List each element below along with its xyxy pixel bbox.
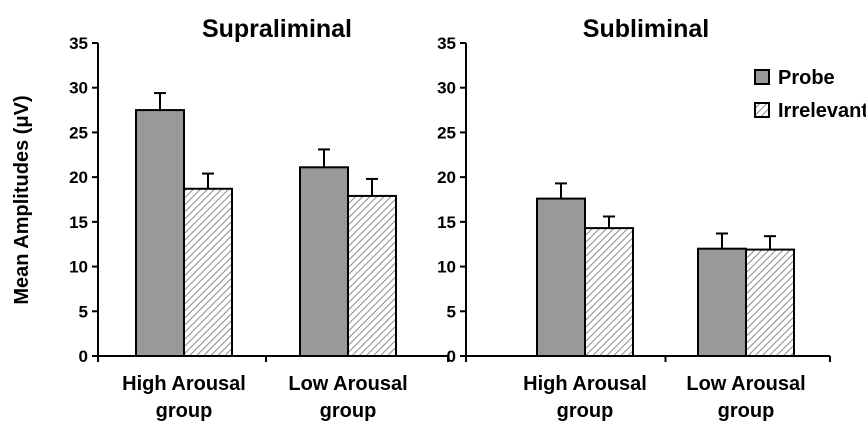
- legend-swatch-probe: [754, 69, 770, 85]
- y-tick-label: 10: [69, 258, 88, 277]
- x-category-label: group: [557, 400, 614, 422]
- bar-irrelevant: [347, 194, 397, 357]
- x-category-label: Low Arousal: [686, 373, 805, 395]
- x-category-label: Low Arousal: [288, 373, 407, 395]
- legend-swatch-irrelevant: [754, 102, 770, 118]
- bar-probe: [536, 197, 586, 357]
- y-tick-label: 20: [437, 168, 456, 187]
- y-tick-label: 25: [437, 123, 456, 142]
- subliminal-title: Subliminal: [583, 15, 709, 43]
- bar-probe: [697, 247, 747, 357]
- y-tick-label: 30: [69, 79, 88, 98]
- legend-label-probe: Probe: [778, 67, 835, 89]
- y-tick-label: 35: [69, 34, 88, 53]
- legend-label-irrelevant: Irrelevant: [778, 100, 866, 122]
- y-tick-label: 15: [437, 213, 456, 232]
- y-tick-label: 5: [447, 302, 456, 321]
- legend: Probe Irrelevant: [754, 67, 866, 122]
- y-tick-label: 35: [437, 34, 456, 53]
- x-category-label: group: [320, 400, 377, 422]
- supraliminal-plot: 0 5 10 15 20 25 30 35 High Arousal group Low Arous…: [69, 34, 449, 422]
- y-tick-label: 5: [79, 302, 88, 321]
- x-category-label: group: [718, 400, 775, 422]
- bar-irrelevant: [745, 248, 795, 357]
- bar-irrelevant: [584, 227, 634, 357]
- subliminal-plot: 0 5 10 15 20 25 30 35 High Arousal group Low Arous…: [437, 34, 831, 422]
- x-category-label: High Arousal: [122, 373, 246, 395]
- y-axis-label: Mean Amplitudes (μV): [11, 95, 33, 304]
- x-category-label: High Arousal: [523, 373, 647, 395]
- y-tick-label: 30: [437, 79, 456, 98]
- bar-probe: [299, 166, 349, 357]
- y-tick-label: 20: [69, 168, 88, 187]
- bar-irrelevant: [183, 187, 233, 357]
- y-tick-label: 10: [437, 258, 456, 277]
- y-tick-label: 0: [79, 347, 88, 366]
- bar-probe: [135, 109, 185, 357]
- x-category-label: group: [156, 400, 213, 422]
- y-tick-label: 0: [447, 347, 456, 366]
- y-tick-label: 15: [69, 213, 88, 232]
- supraliminal-title: Supraliminal: [202, 15, 352, 43]
- y-tick-label: 25: [69, 123, 88, 142]
